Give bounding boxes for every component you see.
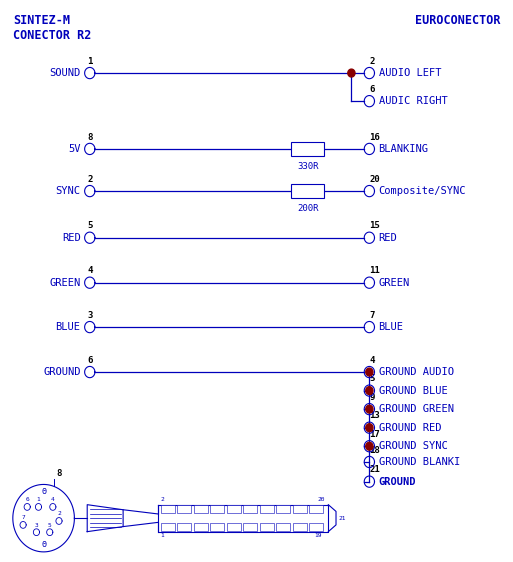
Bar [309,523,323,531]
Bar [161,523,174,531]
Bar [243,505,257,513]
Bar [291,184,325,198]
Text: GROUND AUDIO: GROUND AUDIO [379,367,453,377]
Text: GROUND RED: GROUND RED [379,423,441,433]
Text: Composite/SYNC: Composite/SYNC [379,186,466,196]
Text: AUDIO LEFT: AUDIO LEFT [379,68,441,78]
Text: 9: 9 [369,393,374,402]
Text: BLUE: BLUE [55,322,81,332]
Text: RED: RED [379,233,398,243]
Bar [291,142,325,156]
Text: 7: 7 [21,515,25,520]
Polygon shape [366,368,373,376]
Text: 8: 8 [87,133,92,142]
Text: 20: 20 [369,175,380,184]
Text: 11: 11 [369,266,380,275]
Text: Θ: Θ [41,487,46,496]
Text: 3: 3 [34,523,38,528]
Polygon shape [366,442,373,450]
Bar [293,505,307,513]
Bar [276,523,290,531]
Text: 6: 6 [369,85,374,94]
Text: 20: 20 [317,497,325,502]
Text: 7: 7 [369,311,374,320]
Bar [227,523,241,531]
Text: 330R: 330R [297,162,319,171]
Text: 4: 4 [369,356,374,365]
Bar [227,505,241,513]
Text: SOUND: SOUND [49,68,81,78]
Text: 2: 2 [57,511,61,516]
Text: RED: RED [62,233,81,243]
Polygon shape [366,405,373,413]
Text: 6: 6 [87,356,92,365]
Text: 4: 4 [51,497,55,502]
Text: Θ: Θ [41,540,46,549]
Bar [210,505,224,513]
Text: 8: 8 [56,469,62,478]
Text: AUDIC RIGHT: AUDIC RIGHT [379,96,447,106]
Text: 15: 15 [369,221,380,230]
Text: 1: 1 [36,497,41,502]
Text: 2: 2 [160,497,164,502]
Bar [243,523,257,531]
Text: GROUND: GROUND [379,477,416,487]
Text: 21: 21 [369,465,380,474]
Text: 21: 21 [338,516,346,520]
Bar [161,505,174,513]
Text: 19: 19 [314,533,322,538]
Polygon shape [366,424,373,432]
Bar [193,505,208,513]
Text: GROUND: GROUND [43,367,81,377]
Text: 16: 16 [369,133,380,142]
Text: 4: 4 [87,266,92,275]
Text: 1: 1 [87,57,92,66]
Bar [276,505,290,513]
Text: 6: 6 [25,497,29,502]
Text: 5: 5 [369,374,374,383]
Text: 2: 2 [369,57,374,66]
Bar [177,505,191,513]
Text: 17: 17 [369,430,380,439]
Bar [177,523,191,531]
Text: EUROCONECTOR: EUROCONECTOR [415,14,500,27]
Text: GROUND GREEN: GROUND GREEN [379,404,453,414]
Text: GROUND SYNC: GROUND SYNC [379,441,447,451]
Text: GROUND BLUE: GROUND BLUE [379,386,447,396]
Text: 2: 2 [87,175,92,184]
Text: 5V: 5V [68,144,81,154]
Text: 18: 18 [369,446,380,455]
Bar [210,523,224,531]
Text: 5: 5 [87,221,92,230]
Bar [260,505,274,513]
Text: 200R: 200R [297,203,319,213]
Text: GROUND BLANKI: GROUND BLANKI [379,457,460,467]
Text: GREEN: GREEN [379,278,410,288]
Text: BLANKING: BLANKING [379,144,428,154]
Polygon shape [366,387,373,395]
Text: 5: 5 [48,523,52,528]
Polygon shape [348,69,355,77]
Bar [193,523,208,531]
Bar [260,523,274,531]
Text: 1: 1 [160,533,164,538]
Text: BLUE: BLUE [379,322,404,332]
Text: SYNC: SYNC [55,186,81,196]
Bar [309,505,323,513]
Text: SINTEZ-M
CONECTOR R2: SINTEZ-M CONECTOR R2 [13,14,91,42]
Text: 3: 3 [87,311,92,320]
Bar [293,523,307,531]
Text: GREEN: GREEN [49,278,81,288]
Text: 13: 13 [369,411,380,420]
